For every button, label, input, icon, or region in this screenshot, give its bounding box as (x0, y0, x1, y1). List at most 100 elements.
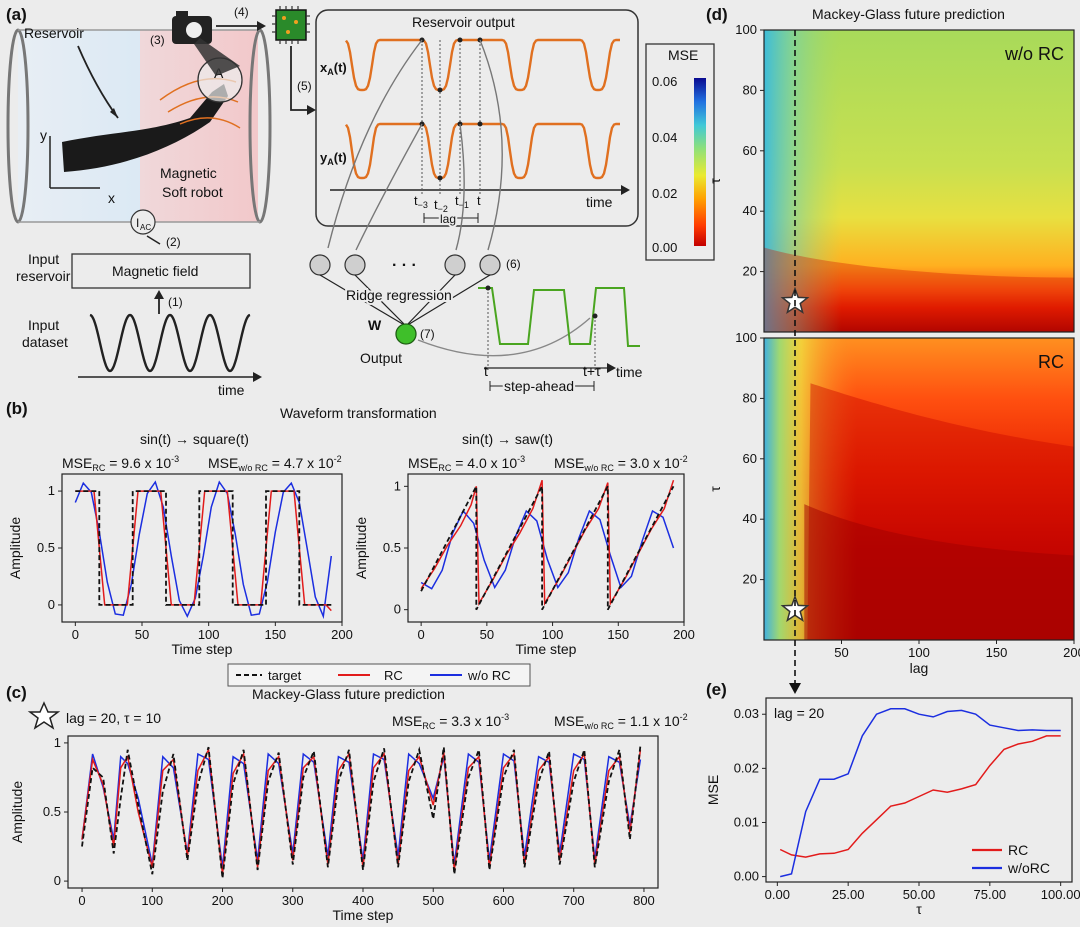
x-tick-label: 400 (352, 893, 374, 908)
x-tick-label: 500 (422, 893, 444, 908)
y-tick-label: 0.01 (734, 814, 759, 829)
output-time-label: time (616, 364, 643, 380)
colorbar-tick: 0.06 (652, 74, 677, 89)
plot-frame (763, 29, 1075, 333)
panel-d-label: (d) (706, 5, 728, 24)
series-rc (420, 479, 675, 607)
series-target (75, 490, 332, 606)
x-tick-label: 0 (418, 627, 425, 642)
panel-c-note: lag = 20, τ = 10 (66, 710, 161, 726)
b-right-mse-wo: MSEw/o RC = 3.0 x 10-2 (554, 454, 688, 473)
x-axis-label: τ (916, 901, 922, 917)
y-tick-label: 80 (743, 82, 757, 97)
ridge-regression-label: Ridge regression (346, 287, 452, 303)
y-tick-label: 0 (394, 602, 401, 617)
lag-label: lag (440, 212, 456, 226)
y-tick-label: 0.5 (37, 540, 55, 555)
colorbar-tick: 0.04 (652, 130, 677, 145)
y-axis-label: Amplitude (7, 517, 23, 579)
colorbar-title: MSE (668, 47, 698, 63)
step-1: (1) (168, 295, 183, 309)
step-3: (3) (150, 33, 165, 47)
y-tick-label: 1 (54, 735, 61, 750)
x-tick-label: 100 (198, 627, 220, 642)
y-tick-label: 100 (735, 22, 757, 37)
chart-saw: 0 50 100 150 200 0 0.5 1 Time step Amplitude (353, 473, 695, 657)
y-axis-label: Amplitude (9, 781, 25, 843)
chart-mse-vs-tau: 0.00 25.00 50.00 75.00 100.00 0.00 0.01 0.02 0.0… (705, 697, 1080, 917)
y-tick-label: 80 (743, 390, 757, 405)
robot-label-1: Magnetic (160, 165, 217, 181)
x-tick-label: 700 (563, 893, 585, 908)
y-tick-label: 0 (54, 873, 61, 888)
b-left-mse-rc: MSERC = 9.6 x 10-3 (62, 454, 179, 473)
panel-e-label: (e) (706, 680, 727, 699)
heatmap-region (764, 247, 1074, 332)
series-target (81, 745, 642, 879)
output-node (395, 323, 417, 345)
panel-c-label: (c) (6, 683, 27, 702)
lag-guide-arrow (789, 683, 801, 694)
legend-label: RC (1008, 842, 1028, 858)
x-tick-label: 800 (633, 893, 655, 908)
x-tick-label: 150 (264, 627, 286, 642)
b-left-subtitle: sin(t) → square(t) (140, 431, 249, 447)
x-tick-label: 200 (212, 893, 234, 908)
ya-label: yA(t) (320, 150, 347, 167)
legend-box (227, 663, 531, 687)
output-label: Output (360, 350, 402, 366)
t-minus-2: t−2 (434, 197, 448, 214)
y-tick-label: 20 (743, 264, 757, 279)
xa-trace (345, 38, 620, 92)
series-worc (420, 509, 675, 590)
e-note: lag = 20 (774, 705, 824, 721)
series-rc (75, 490, 332, 612)
b-left-mse-wo: MSEw/o RC = 4.7 x 10-2 (208, 454, 342, 473)
y-tick-label: 60 (743, 143, 757, 158)
x-tick-label: 600 (493, 893, 515, 908)
output-t-label: t (484, 363, 488, 379)
step-ahead-label: step-ahead (504, 378, 574, 394)
panel-d-title: Mackey-Glass future prediction (812, 6, 1005, 22)
y-tick-label: 0.5 (43, 804, 61, 819)
y-tick-label: 0.00 (734, 869, 759, 884)
x-tick-label: 50.00 (903, 887, 936, 902)
node-row (309, 254, 501, 276)
x-axis-label: Time step (516, 641, 577, 657)
chip-icon (275, 9, 307, 41)
x-axis-label: Time step (172, 641, 233, 657)
y-tick-label: 1 (48, 483, 55, 498)
series-rc (779, 735, 1061, 858)
x-tick-label: 50 (834, 645, 848, 660)
node (344, 254, 366, 276)
b-right-subtitle: sin(t) → saw(t) (462, 431, 553, 447)
y-tick-label: 0.5 (383, 540, 401, 555)
y-tick-label: 60 (743, 451, 757, 466)
t-minus-1: t−1 (455, 193, 469, 210)
x-tick-label: 100 (542, 627, 564, 642)
input-reservoir-label-1: Input (28, 251, 59, 267)
panel-d: (d) Mackey-Glass future prediction 20 40 6… (706, 5, 1080, 694)
ya-trace (344, 122, 620, 180)
y-tick-label: 0.03 (734, 706, 759, 721)
y-axis-label: Amplitude (353, 517, 369, 579)
step-4: (4) (234, 5, 249, 19)
current-source (130, 209, 156, 235)
chart-mackey-glass: 0 100 200 300 400 500 600 700 800 0 0.5 1 Time step A… (9, 735, 659, 923)
x-tick-label: 100.00 (1041, 887, 1080, 902)
input-sine-wave (89, 313, 251, 373)
current-label: I (136, 216, 139, 230)
x-tick-label: 150 (986, 645, 1008, 660)
y-tick-label: 20 (743, 572, 757, 587)
y-tick-label: 0 (48, 597, 55, 612)
panel-b: (b) Waveform transformation sin(t) → squ… (6, 399, 695, 687)
input-dataset-label-2: dataset (22, 334, 68, 350)
x-tick-label: 75.00 (974, 887, 1007, 902)
panel-a: (a) Reservoir x y A Magnetic Soft robot … (6, 5, 715, 398)
input-time-label: time (218, 382, 245, 398)
current-sub: AC (140, 223, 151, 232)
robot-label-2: Soft robot (162, 184, 223, 200)
heatmap-tag: w/o RC (1004, 44, 1064, 64)
reservoir-label: Reservoir (24, 25, 84, 41)
